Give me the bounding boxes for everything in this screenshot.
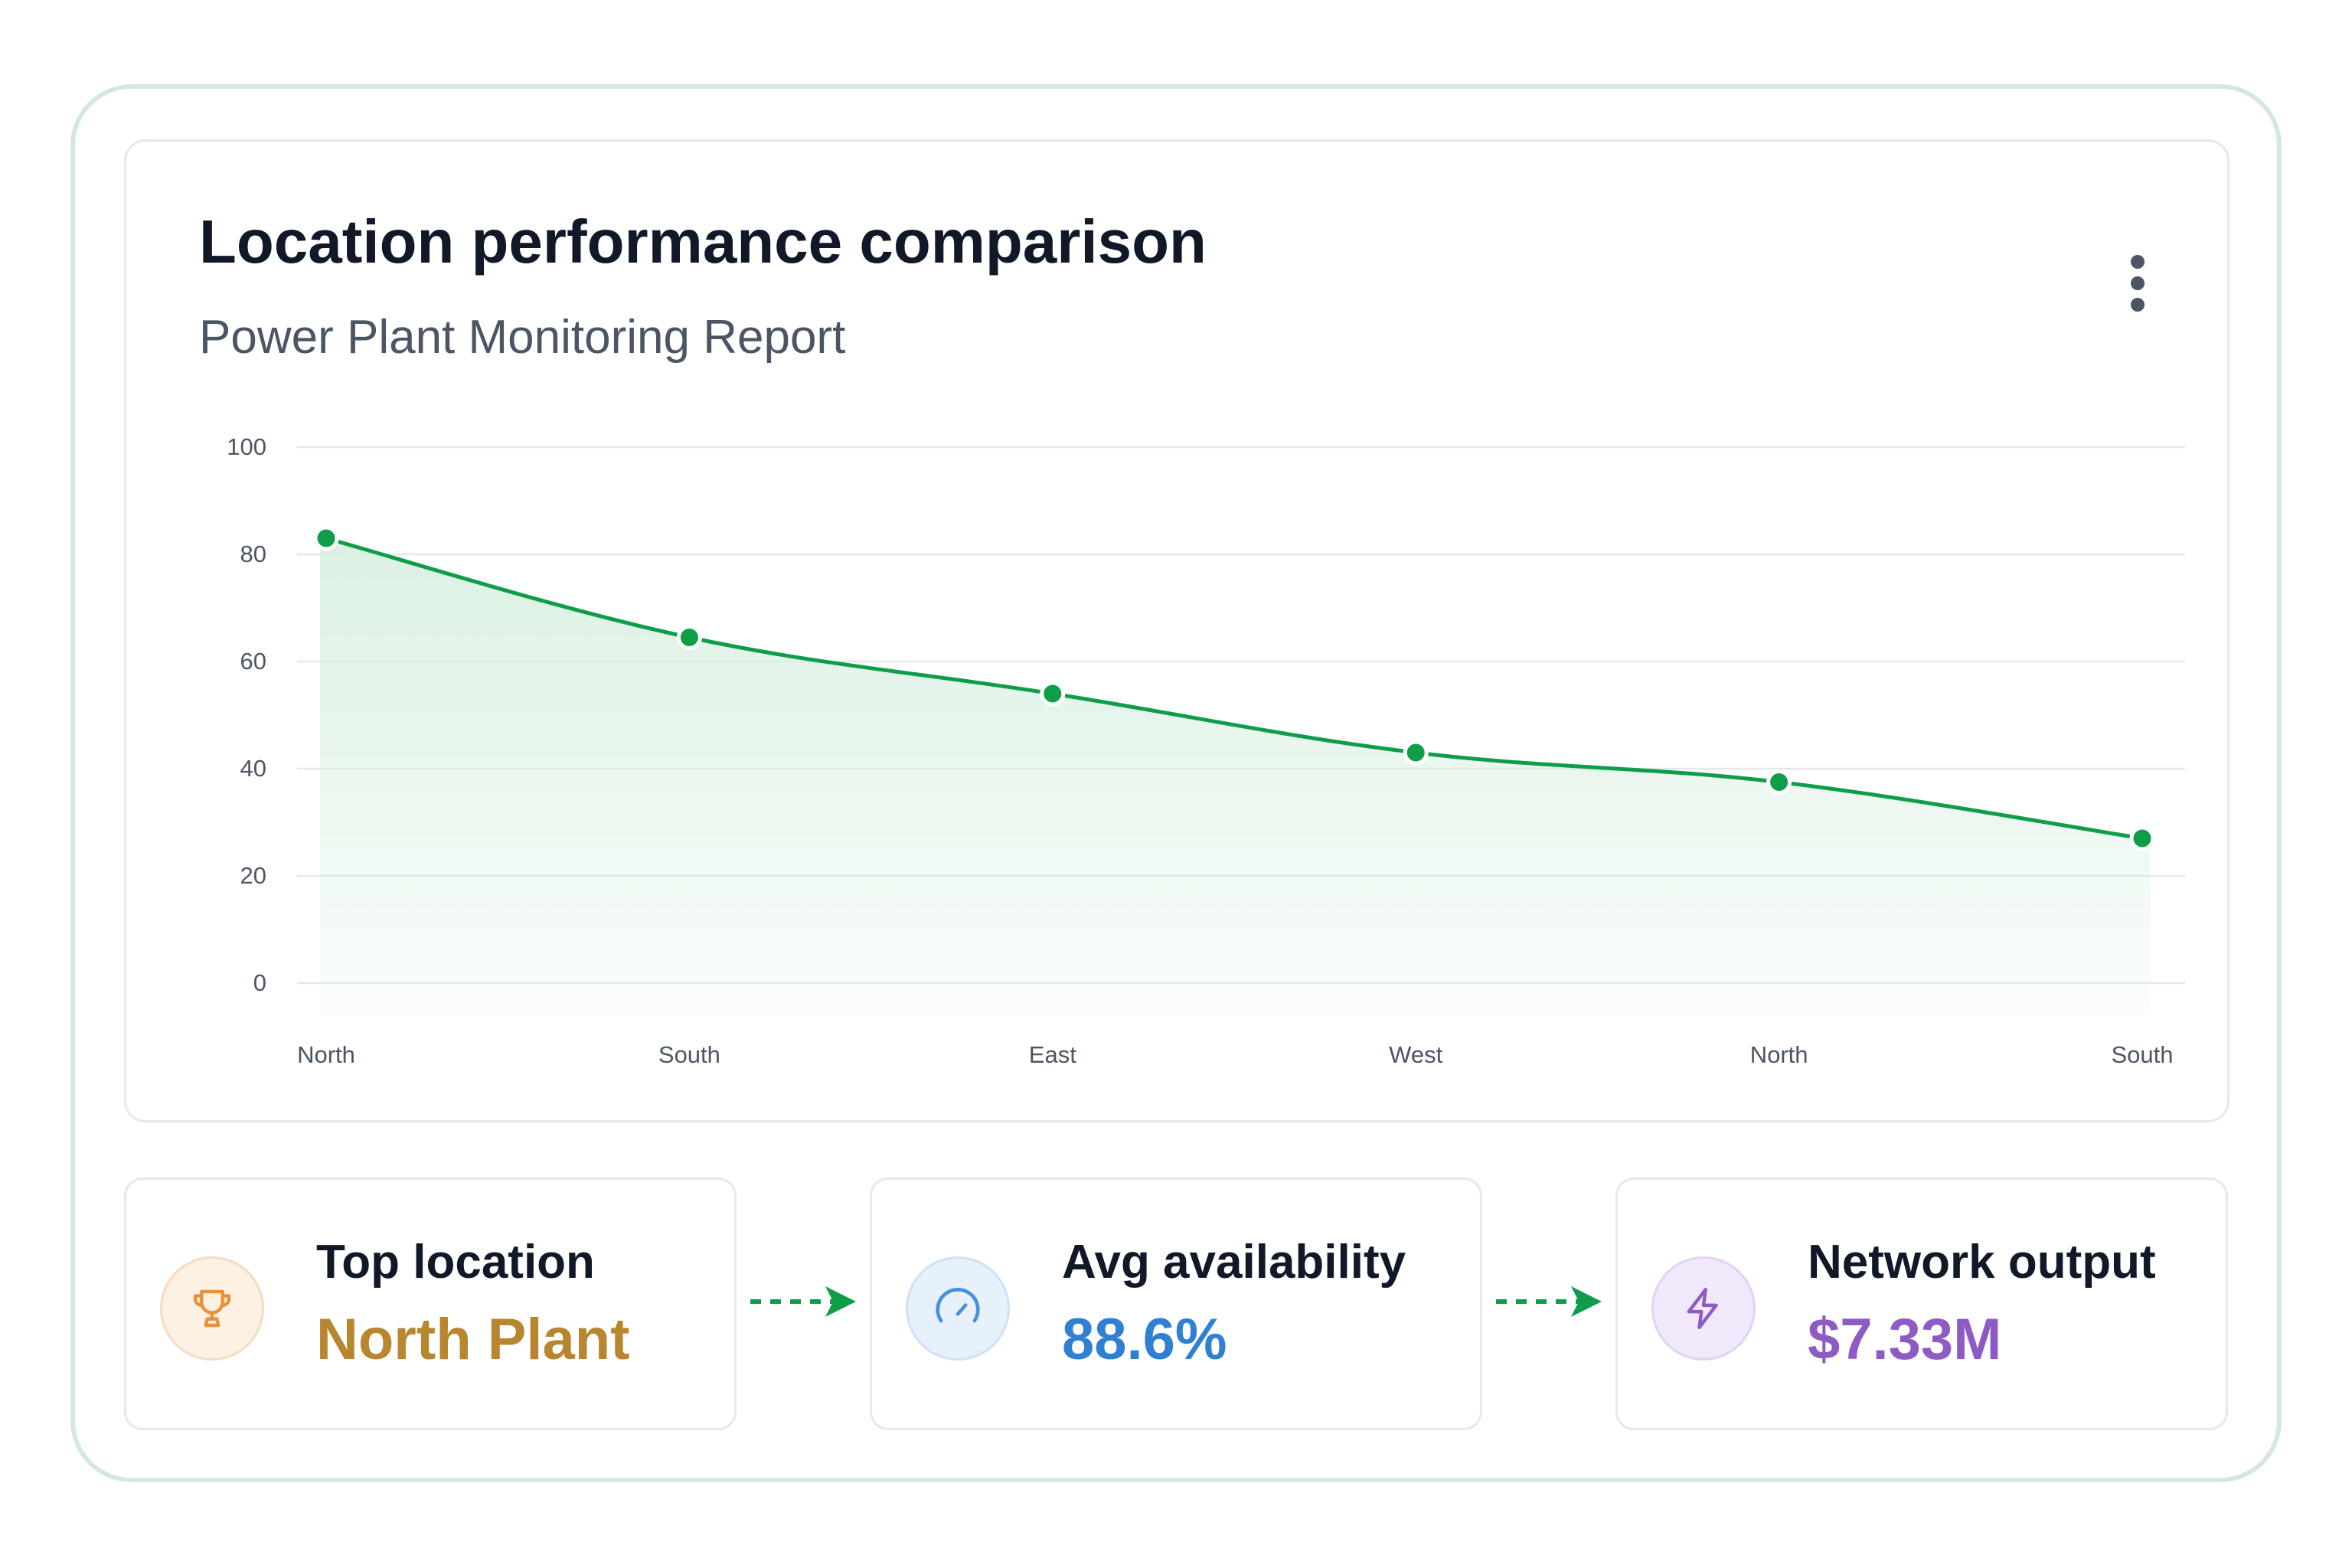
more-options-button[interactable] [2113,249,2162,318]
data-point[interactable] [2129,825,2155,851]
data-point[interactable] [313,525,339,551]
stat-value: North Plant [316,1307,630,1372]
y-tick-label: 100 [227,433,266,460]
stat-label: Top location [316,1236,595,1289]
lightning-icon [1687,1288,1718,1329]
x-tick-label: South [658,1041,720,1068]
data-point[interactable] [1040,681,1066,707]
stat-card-top-location[interactable]: Top location North Plant [124,1178,737,1430]
trophy-icon-badge [160,1256,264,1361]
data-point[interactable] [1766,769,1792,795]
data-point[interactable] [1403,740,1429,766]
flow-arrow-icon [750,1286,856,1317]
data-point[interactable] [676,625,702,650]
more-vertical-icon-dot [2131,255,2145,269]
series-line [325,536,2143,841]
y-tick-label: 80 [240,541,266,567]
chart-subtitle: Power Plant Monitoring Report [199,311,846,364]
more-vertical-icon-dot [2131,298,2145,312]
x-tick-label: North [297,1041,355,1068]
lightning-icon-badge [1651,1256,1756,1361]
x-tick-label: North [1750,1041,1808,1068]
chart-title: Location performance comparison [199,207,1207,276]
gauge-icon-badge [906,1256,1010,1361]
y-tick-label: 20 [240,862,266,889]
area-fill [320,538,2150,1015]
stat-label: Network output [1808,1236,2156,1289]
stat-value: $7.33M [1808,1307,2002,1372]
area-chart: 0 20 40 60 80 100 North South East West North Sout… [227,433,2185,1068]
x-tick-label: South [2111,1041,2173,1068]
y-tick-label: 60 [240,648,266,675]
more-vertical-icon-dot [2131,276,2145,290]
y-tick-label: 40 [240,755,266,782]
stat-value: 88.6% [1062,1307,1227,1372]
stat-card-avg-availability[interactable]: Avg availability 88.6% [870,1178,1482,1430]
x-tick-label: East [1029,1041,1076,1068]
stat-label: Avg availability [1062,1236,1406,1289]
stat-card-network-output[interactable]: Network output $7.33M [1615,1178,2228,1430]
flow-arrow-icon [1496,1286,1602,1317]
gauge-icon [936,1288,980,1323]
y-tick-label: 0 [253,969,266,996]
x-tick-label: West [1389,1041,1442,1068]
trophy-icon [193,1289,231,1328]
